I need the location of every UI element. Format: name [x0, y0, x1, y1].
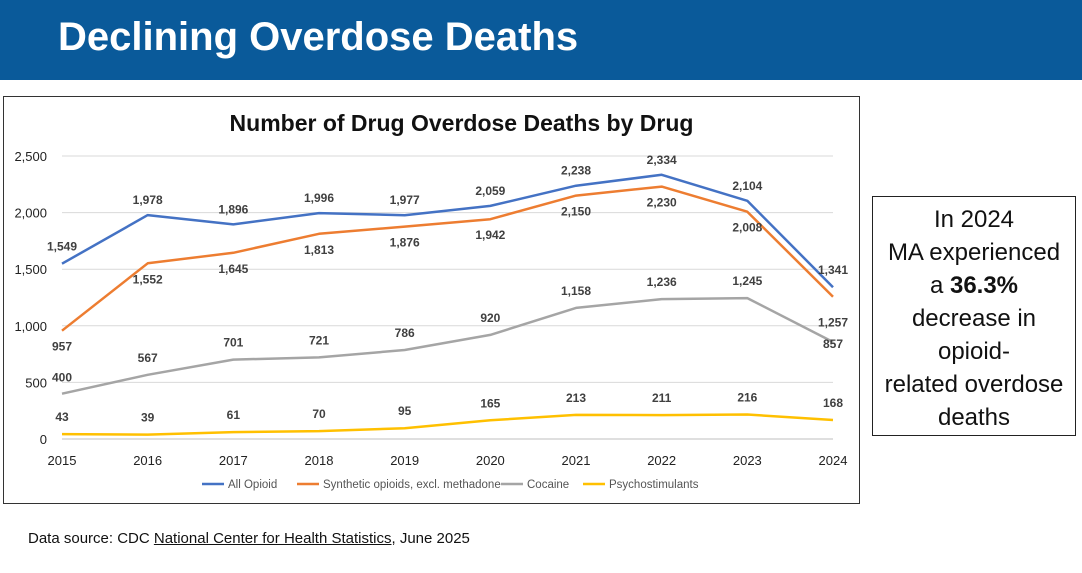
data-label: 701: [223, 336, 243, 350]
callout-line-7: deaths: [937, 404, 1011, 431]
data-label: 1,158: [561, 284, 591, 298]
data-label: 61: [227, 408, 241, 422]
data-label: 168: [823, 396, 843, 410]
line-chart: Number of Drug Overdose Deaths by Drug 0 5…: [14, 110, 848, 491]
callout-percentage: 36.3%: [949, 272, 1019, 299]
callout-line-1: In 2024: [933, 206, 1015, 233]
data-label: 1,549: [47, 240, 77, 254]
data-label: 567: [138, 351, 158, 365]
data-label: 786: [395, 326, 415, 340]
data-label: 70: [312, 407, 326, 421]
x-tick-label: 2024: [819, 453, 848, 468]
x-tick-label: 2022: [647, 453, 676, 468]
data-label: 1,552: [133, 272, 163, 286]
chart-container: Number of Drug Overdose Deaths by Drug 0 5…: [3, 96, 860, 504]
data-label: 213: [566, 391, 586, 405]
y-tick-label: 0: [40, 432, 47, 447]
data-label: 1,245: [732, 274, 762, 288]
x-tick-label: 2021: [562, 453, 591, 468]
callout-box: In 2024 MA experienced a 36.3% decrease …: [872, 196, 1076, 436]
data-label: 95: [398, 404, 412, 418]
data-label: 1,645: [218, 262, 248, 276]
y-tick-label: 2,500: [14, 149, 47, 164]
data-label: 165: [480, 396, 500, 410]
data-label: 39: [141, 411, 155, 425]
data-label: 2,150: [561, 205, 591, 219]
data-label: 2,104: [732, 179, 762, 193]
y-tick-label: 1,000: [14, 319, 47, 334]
source-prefix: Data source: CDC: [28, 530, 154, 547]
data-label: 920: [480, 311, 500, 325]
data-label: 857: [823, 337, 843, 351]
data-label: 1,996: [304, 191, 334, 205]
data-label: 2,059: [475, 184, 505, 198]
data-label: 2,008: [732, 221, 762, 235]
data-label: 2,334: [647, 153, 677, 167]
data-label: 1,813: [304, 243, 334, 257]
callout-line-4: decrease in: [911, 305, 1037, 332]
data-label: 1,876: [390, 236, 420, 250]
data-label: 1,942: [475, 228, 505, 242]
x-tick-label: 2019: [390, 453, 419, 468]
x-tick-label: 2018: [305, 453, 334, 468]
data-source-note: Data source: CDC National Center for Hea…: [28, 530, 470, 547]
data-label: 43: [55, 410, 69, 424]
x-tick-label: 2023: [733, 453, 762, 468]
legend-item: Synthetic opioids, excl. methadone: [323, 479, 501, 491]
data-label: 2,230: [647, 196, 677, 210]
y-tick-label: 1,500: [14, 262, 47, 277]
legend-item: Psychostimulants: [609, 479, 699, 491]
y-tick-label: 2,000: [14, 206, 47, 221]
callout-line-3: a 36.3%: [873, 269, 1075, 302]
source-link[interactable]: National Center for Health Statistics: [153, 530, 392, 547]
data-label: 2,238: [561, 164, 591, 178]
series-line-2: [61, 185, 834, 332]
chart-title: Number of Drug Overdose Deaths by Drug: [230, 110, 694, 136]
callout-line-6: related overdose: [884, 371, 1064, 398]
data-label: 1,978: [133, 193, 163, 207]
data-label: 1,236: [647, 275, 677, 289]
callout-line-5: opioid-: [937, 338, 1011, 365]
legend-item: All Opioid: [228, 479, 277, 491]
callout-line-3-prefix: a: [929, 272, 950, 299]
data-label: 211: [652, 391, 672, 405]
y-tick-label: 500: [25, 375, 47, 390]
data-label: 957: [52, 340, 72, 354]
header-bar: Declining Overdose Deaths: [0, 0, 1082, 80]
series-line-4: [61, 413, 834, 436]
x-tick-label: 2017: [219, 453, 248, 468]
source-suffix: , June 2025: [391, 530, 470, 547]
x-tick-label: 2015: [48, 453, 77, 468]
data-label: 1,257: [818, 316, 848, 330]
data-label: 400: [52, 371, 72, 385]
callout-line-2: MA experienced: [887, 239, 1061, 266]
series-line-1: [61, 173, 834, 289]
page-title: Declining Overdose Deaths: [58, 15, 579, 59]
legend-item: Cocaine: [527, 479, 569, 491]
x-tick-label: 2016: [133, 453, 162, 468]
series-line-3: [61, 296, 834, 395]
x-tick-label: 2020: [476, 453, 505, 468]
data-label: 1,896: [218, 202, 248, 216]
data-label: 1,341: [818, 263, 848, 277]
data-label: 721: [309, 333, 329, 347]
data-label: 1,977: [390, 193, 420, 207]
data-label: 216: [737, 391, 757, 405]
